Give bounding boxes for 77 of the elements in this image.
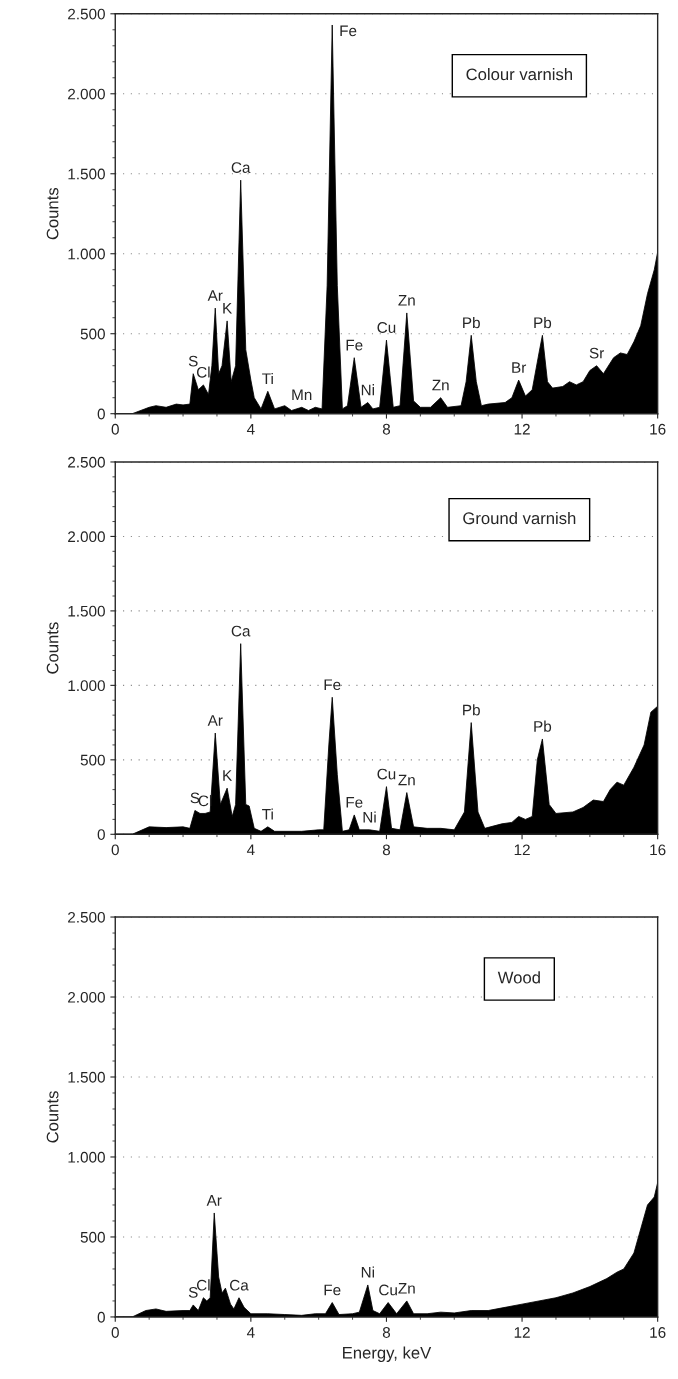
annotation: Ni: [361, 1266, 374, 1278]
annotation: Fe: [324, 1284, 341, 1296]
annotation: Ca: [231, 625, 251, 637]
y-tick-label: 1.000: [68, 680, 105, 692]
text: Ground varnish: [463, 511, 576, 525]
y-axis-title: Counts: [46, 187, 59, 240]
x-tick-label: 0: [111, 423, 119, 435]
x-tick-label: 12: [514, 844, 530, 856]
annotation: Ar: [207, 715, 223, 726]
annotation: Ca: [231, 162, 251, 173]
annotation: Fe: [346, 339, 363, 351]
annotation: Br: [512, 362, 527, 373]
y-axis-title: Counts: [46, 1091, 59, 1143]
y-tick-label: 1.500: [68, 1071, 105, 1083]
annotation: Cu: [377, 768, 396, 780]
annotation: Ar: [206, 1195, 222, 1206]
annotation: K: [223, 303, 233, 314]
y-tick-label: 1.500: [68, 605, 105, 617]
annotation: S: [188, 355, 198, 367]
annotation: Pb: [534, 316, 552, 329]
x-tick-label: 16: [650, 423, 666, 435]
x-tick-label: 8: [382, 844, 391, 856]
y-tick-label: 500: [80, 754, 105, 766]
annotation: Fe: [340, 25, 357, 37]
x-tick-label: 4: [246, 844, 255, 856]
annotation: Fe: [346, 797, 363, 808]
y-axis-title: Counts: [46, 622, 59, 674]
y-tick-label: 2.000: [68, 88, 105, 100]
annotation: S: [190, 792, 200, 804]
annotation: Zn: [398, 295, 415, 306]
annotation: Cu: [377, 322, 396, 333]
x-axis-title: Energy, keV: [343, 1346, 432, 1362]
annotation: Sr: [589, 347, 605, 359]
annotation: Ni: [363, 811, 376, 823]
y-tick-label: 0: [97, 1311, 105, 1323]
x-tick-label: 4: [246, 1327, 255, 1338]
y-tick-label: 2.500: [68, 8, 105, 20]
x-tick-label: 16: [650, 844, 666, 856]
y-tick-label: 500: [80, 328, 105, 340]
annotation: Ca: [230, 1279, 249, 1291]
x-tick-label: 0: [111, 1327, 119, 1338]
annotation: Ti: [262, 372, 273, 384]
x-tick-label: 4: [246, 423, 255, 435]
annotation: Zn: [398, 1283, 415, 1294]
annotation: Zn: [398, 774, 415, 786]
annotation: Zn: [432, 379, 449, 391]
annotation: Pb: [534, 720, 552, 732]
x-tick-label: 8: [382, 423, 391, 435]
y-tick-label: 2.000: [68, 531, 105, 543]
x-tick-label: 16: [650, 1327, 666, 1338]
annotation: Ar: [207, 290, 223, 301]
text: Colour varnish: [466, 68, 572, 81]
annotation: K: [223, 770, 233, 781]
annotation: Fe: [324, 679, 341, 691]
annotation: Ti: [262, 808, 273, 820]
annotation: Pb: [463, 316, 480, 329]
annotation: Cu: [379, 1284, 397, 1296]
x-tick-label: 8: [382, 1327, 391, 1338]
x-tick-label: 0: [111, 844, 119, 856]
y-tick-label: 2.500: [68, 456, 105, 468]
x-tick-label: 12: [514, 1327, 530, 1338]
y-tick-label: 1.500: [68, 168, 105, 180]
y-tick-label: 500: [80, 1231, 105, 1243]
annotation: Pb: [463, 704, 480, 716]
y-tick-label: 2.000: [68, 991, 105, 1003]
annotation: Mn: [292, 389, 312, 400]
annotation: Cl: [196, 1279, 210, 1291]
y-tick-label: 1.000: [68, 248, 105, 260]
x-tick-label: 12: [514, 423, 530, 435]
annotation: S: [188, 1286, 198, 1298]
y-tick-label: 0: [97, 829, 105, 840]
y-tick-label: 0: [97, 408, 105, 420]
annotation: Ni: [361, 384, 374, 396]
y-tick-label: 2.500: [68, 911, 105, 923]
text: Wood: [497, 971, 540, 984]
y-tick-label: 1.000: [68, 1151, 105, 1163]
annotation: Cl: [196, 366, 210, 378]
